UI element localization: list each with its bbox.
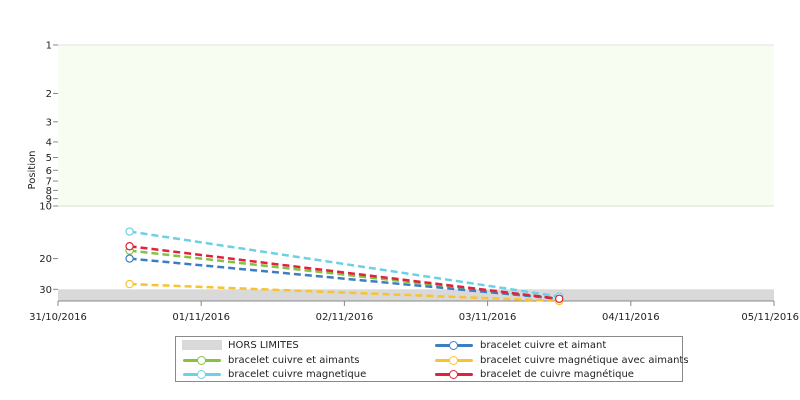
y-tick-label: 7: [46, 177, 52, 188]
series-line: [129, 244, 560, 301]
y-tick-label: 10: [39, 202, 52, 213]
legend-item[interactable]: bracelet cuivre et aimant: [434, 338, 606, 353]
y-tick-label: 8: [46, 186, 52, 197]
legend-label: HORS LIMITES: [228, 340, 299, 351]
legend-swatch: [182, 338, 222, 353]
legend-item[interactable]: bracelet cuivre et aimants: [182, 353, 360, 368]
top-ten-zone: [58, 45, 774, 206]
x-tick-label: 05/11/2016: [741, 312, 799, 323]
chart-legend: HORS LIMITES bracelet cuivre et aimant bra…: [175, 336, 689, 382]
x-tick-label: 31/10/2016: [29, 312, 87, 323]
legend-label: bracelet cuivre magnetique: [228, 369, 367, 380]
legend-label: bracelet de cuivre magnétique: [480, 369, 634, 380]
y-tick-label: 1: [46, 41, 52, 52]
series-point: [555, 294, 564, 304]
legend-swatch: [434, 353, 474, 368]
legend-swatch: [182, 367, 222, 382]
legend-item[interactable]: bracelet cuivre magnetique: [182, 367, 366, 382]
y-tick-label: 5: [46, 153, 52, 164]
y-tick-label: 2: [46, 89, 52, 100]
series-point: [125, 227, 134, 236]
legend-swatch: [434, 367, 474, 382]
y-axis-label: Position: [27, 151, 38, 190]
legend-item[interactable]: bracelet cuivre magnétique avec aimants: [434, 353, 689, 368]
y-tick-label: 20: [39, 254, 52, 265]
series-point: [125, 242, 134, 251]
series-point: [125, 254, 134, 263]
legend-label: bracelet cuivre magnétique avec aimants: [480, 354, 689, 366]
y-tick-label: 4: [46, 137, 52, 148]
series-point: [125, 279, 134, 289]
y-tick-label: 30: [39, 285, 52, 296]
legend-label: bracelet cuivre et aimants: [228, 354, 360, 366]
x-tick-label: 03/11/2016: [459, 312, 517, 323]
x-tick-label: 02/11/2016: [316, 312, 374, 323]
legend-swatch: [182, 353, 222, 368]
series-line: [129, 257, 560, 301]
legend-item[interactable]: bracelet de cuivre magnétique: [434, 367, 634, 382]
legend-item[interactable]: HORS LIMITES: [182, 338, 299, 353]
x-tick-label: 01/11/2016: [172, 312, 230, 323]
y-tick-label: 9: [46, 194, 52, 205]
y-tick-label: 3: [46, 117, 52, 128]
x-tick-label: 04/11/2016: [602, 312, 660, 323]
series-line: [129, 282, 560, 303]
legend-label: bracelet cuivre et aimant: [480, 340, 607, 351]
series-line: [129, 230, 560, 298]
y-tick-label: 6: [46, 166, 52, 177]
series-line: [129, 249, 560, 301]
legend-swatch: [434, 338, 474, 353]
